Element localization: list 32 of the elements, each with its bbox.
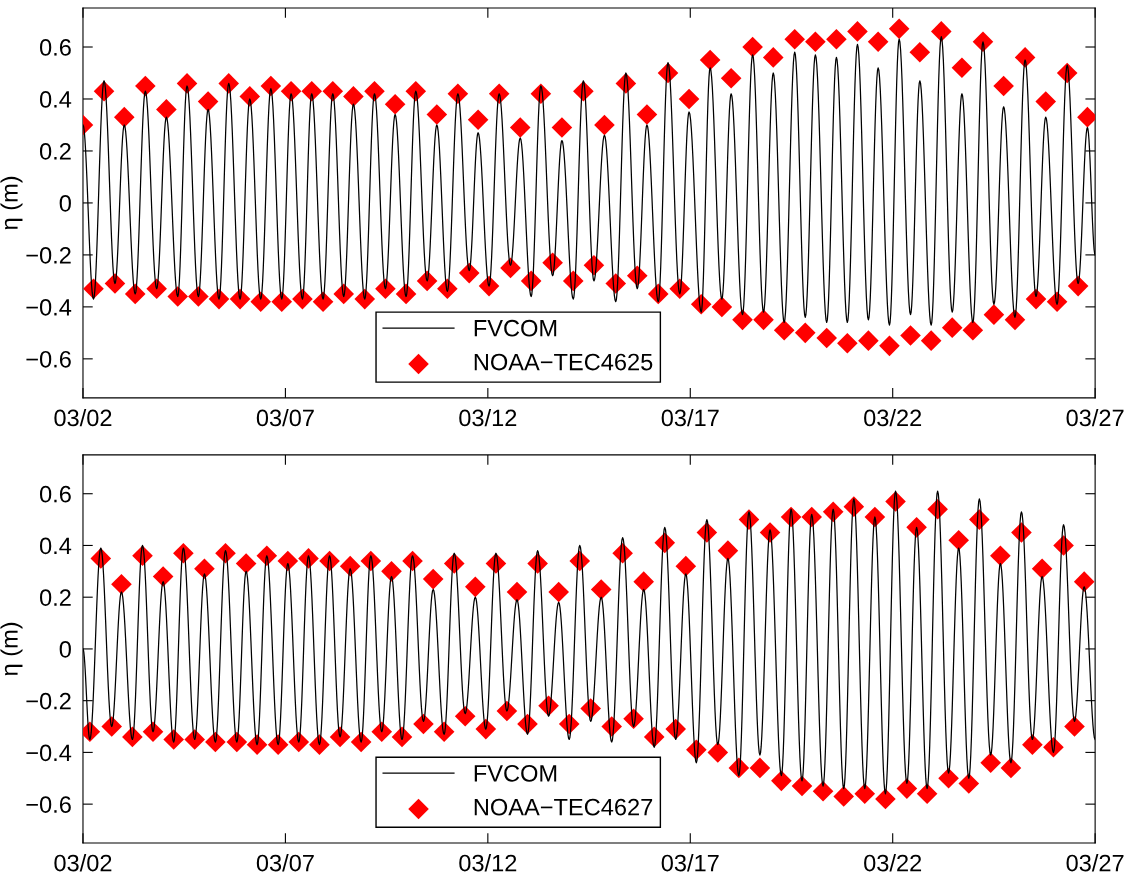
y-tick-label: −0.6 — [26, 350, 71, 368]
x-tick-label: 03/17 — [661, 408, 719, 427]
x-tick-label: 03/02 — [54, 408, 112, 427]
x-tick-label: 03/27 — [1066, 854, 1124, 872]
legend-label: FVCOM — [474, 764, 557, 782]
legend-label: FVCOM — [474, 319, 557, 337]
y-tick-label: −0.4 — [26, 744, 72, 762]
x-tick-label: 03/07 — [256, 408, 314, 427]
x-tick-label: 03/27 — [1066, 408, 1124, 427]
y-tick-label: 0.4 — [39, 537, 72, 555]
y-tick-label: 0 — [59, 195, 71, 212]
x-tick-label: 03/02 — [54, 854, 112, 872]
y-tick-label: −0.2 — [26, 246, 71, 264]
y-tick-label: −0.2 — [26, 692, 71, 710]
y-tick-label: 0.2 — [39, 589, 71, 606]
x-tick-label: 03/22 — [864, 408, 922, 427]
y-tick-label: −0.6 — [26, 796, 71, 813]
x-tick-label: 03/12 — [459, 408, 517, 427]
y-axis-title: η (m) — [0, 622, 23, 676]
y-tick-label: 0.4 — [39, 91, 72, 108]
y-tick-label: 0.6 — [39, 39, 71, 56]
y-tick-label: −0.4 — [26, 298, 72, 316]
x-tick-label: 03/07 — [256, 854, 314, 872]
y-axis-title: η (m) — [0, 176, 23, 230]
x-tick-label: 03/22 — [864, 854, 922, 872]
y-tick-label: 0.6 — [39, 485, 71, 503]
y-tick-label: 0 — [59, 641, 71, 658]
x-tick-label: 03/17 — [661, 854, 719, 872]
legend-label: NOAA−TEC4627 — [474, 798, 653, 816]
x-tick-label: 03/12 — [459, 854, 517, 872]
y-tick-label: 0.2 — [39, 143, 71, 160]
legend-label: NOAA−TEC4625 — [474, 353, 653, 371]
